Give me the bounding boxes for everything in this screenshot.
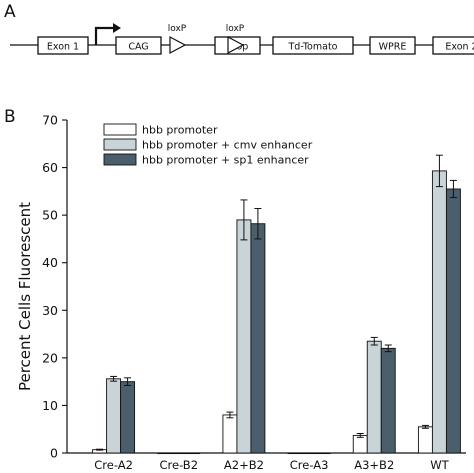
- promoter-arrowhead: [113, 23, 121, 33]
- bar-wt-hbb-promoter: [417, 426, 433, 454]
- loxp-label: loxP: [226, 24, 245, 34]
- panel-a-label: A: [4, 2, 16, 22]
- bar-a2-b2-hbb-promoter-sp1-enhancer: [250, 223, 266, 454]
- error-bar-a2-b2-hbb-promoter: [226, 411, 234, 419]
- error-bar-cre-a2-hbb-promoter: [96, 448, 104, 451]
- bar-cre-a3-hbb-promoter: [287, 452, 303, 455]
- bar-cre-a3-hbb-promoter-cmv-enhancer: [301, 452, 317, 455]
- bar-cre-b2-hbb-promoter: [157, 452, 173, 455]
- x-tick-label: A2+B2: [224, 458, 264, 472]
- bar-cre-a2-hbb-promoter-sp1-enhancer: [120, 381, 136, 454]
- x-tick-label: Cre-B2: [159, 458, 198, 472]
- x-tick-label: Cre-A2: [94, 458, 133, 472]
- bar-a3-b2-hbb-promoter-sp1-enhancer: [380, 347, 396, 454]
- construct-box-td-tomato: [272, 36, 354, 55]
- bar-a3-b2-hbb-promoter-cmv-enhancer: [366, 340, 382, 454]
- x-tick-label: A3+B2: [354, 458, 394, 472]
- construct-box-cag: [115, 36, 162, 55]
- y-tick-label: 10: [42, 398, 58, 413]
- error-bar-a3-b2-hbb-promoter-cmv-enhancer: [370, 336, 378, 346]
- bar-cre-a3-hbb-promoter-sp1-enhancer: [315, 452, 331, 455]
- error-bar-a2-b2-hbb-promoter-cmv-enhancer: [240, 199, 248, 241]
- error-bar-wt-hbb-promoter-cmv-enhancer: [435, 154, 443, 188]
- loxp-label: loxP: [168, 24, 187, 34]
- chart-legend: hbb promoter hbb promoter + cmv enhancer h…: [103, 123, 313, 167]
- error-bar-cre-a2-hbb-promoter-sp1-enhancer: [124, 377, 132, 386]
- bar-a2-b2-hbb-promoter: [222, 414, 238, 454]
- loxp-site-triangle: [169, 36, 187, 54]
- panel-b-label: B: [4, 107, 16, 127]
- construct-label-cag: CAG: [128, 42, 148, 53]
- construct-box-exon-1: [37, 36, 89, 55]
- error-bar-cre-a2-hbb-promoter-cmv-enhancer: [110, 375, 118, 382]
- legend-label: hbb promoter + sp1 enhancer: [142, 154, 309, 167]
- bar-cre-b2-hbb-promoter-sp1-enhancer: [185, 452, 201, 455]
- legend-label: hbb promoter: [142, 124, 218, 137]
- y-tick-label: 50: [42, 208, 58, 223]
- x-tick-label: Cre-A3: [290, 458, 329, 472]
- legend-swatch-hbb-promoter: [103, 123, 137, 136]
- construct-label-td-tomato: Td-Tomato: [287, 42, 337, 53]
- construct-box-wpre: [369, 36, 416, 55]
- construct-label-exon-2: Exon 2: [445, 42, 474, 53]
- y-tick-label: 70: [42, 113, 58, 128]
- error-bar-a3-b2-hbb-promoter: [356, 432, 364, 438]
- y-tick-label: 60: [42, 160, 58, 175]
- error-bar-wt-hbb-promoter-sp1-enhancer: [449, 179, 457, 199]
- y-axis-label: Percent Cells Fluorescent: [16, 202, 34, 391]
- chart-bars: Cre-A2 Cre-B2 A2+B2 Cre-A3 A3+B2 WT: [92, 154, 461, 472]
- bar-a3-b2-hbb-promoter: [352, 434, 368, 454]
- construct-label-exon-1: Exon 1: [47, 42, 79, 53]
- error-bar-a2-b2-hbb-promoter-sp1-enhancer: [254, 207, 262, 240]
- y-tick-label: 20: [42, 350, 58, 365]
- x-tick-label: WT: [430, 458, 449, 472]
- y-tick-label: 30: [42, 303, 58, 318]
- bar-cre-a2-hbb-promoter-cmv-enhancer: [106, 378, 122, 454]
- error-bar-wt-hbb-promoter: [421, 424, 429, 429]
- y-tick-label: 0: [50, 446, 58, 461]
- bar-chart: 0 10 20 30 40 50 60 70 Percent Cells Fluorescent…: [16, 113, 466, 472]
- bar-a2-b2-hbb-promoter-cmv-enhancer: [236, 219, 252, 454]
- construct-box-exon-2: [432, 36, 474, 55]
- construct-label-wpre: WPRE: [379, 42, 407, 53]
- y-tick-label: 40: [42, 255, 58, 270]
- legend-swatch-hbb-promoter-sp1-enhancer: [103, 153, 137, 166]
- chart-axes: 0 10 20 30 40 50 60 70 Percent Cells Fluorescent: [16, 113, 466, 461]
- bar-wt-hbb-promoter-sp1-enhancer: [445, 188, 461, 454]
- legend-swatch-hbb-promoter-cmv-enhancer: [103, 138, 137, 151]
- promoter-arrow: [94, 26, 114, 45]
- bar-cre-b2-hbb-promoter-cmv-enhancer: [171, 452, 187, 455]
- bar-wt-hbb-promoter-cmv-enhancer: [431, 170, 447, 454]
- error-bar-a3-b2-hbb-promoter-sp1-enhancer: [384, 344, 392, 353]
- loxp-site-triangle: [227, 36, 245, 54]
- legend-label: hbb promoter + cmv enhancer: [142, 139, 313, 152]
